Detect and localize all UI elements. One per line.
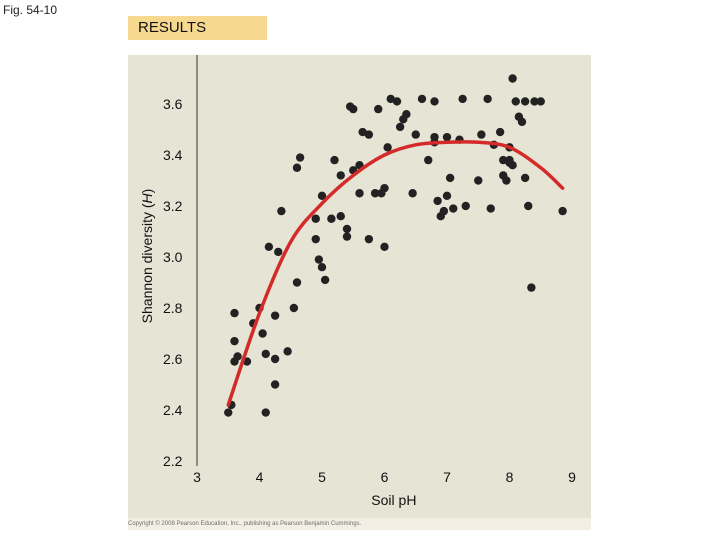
y-axis-title: Shannon diversity (H) [139, 189, 155, 324]
data-point [530, 97, 539, 106]
data-point [233, 352, 242, 361]
data-point [283, 347, 292, 356]
data-point [483, 94, 492, 104]
results-tag: RESULTS [128, 16, 267, 40]
data-point [495, 127, 505, 137]
data-point [449, 204, 458, 213]
data-point [474, 176, 483, 185]
data-point [311, 234, 320, 244]
data-point [336, 212, 345, 221]
data-point [430, 132, 439, 142]
data-point [524, 201, 533, 211]
data-point [411, 130, 420, 139]
data-point [311, 214, 320, 223]
data-point [317, 263, 327, 272]
y-tick-label: 3.6 [163, 96, 183, 112]
x-tick-label: 3 [193, 469, 201, 485]
data-point [261, 408, 270, 417]
data-point [336, 171, 345, 180]
data-point [517, 117, 527, 127]
data-point [364, 234, 374, 244]
y-tick-label: 2.4 [163, 402, 183, 418]
data-point [486, 204, 495, 213]
x-tick-label: 8 [506, 469, 514, 485]
x-tick-label: 6 [381, 469, 389, 485]
data-point [558, 206, 567, 216]
x-tick-label: 4 [256, 469, 264, 485]
data-point [342, 232, 352, 241]
data-point [380, 242, 389, 251]
data-point [536, 97, 545, 106]
y-tick-label: 2.2 [163, 453, 183, 469]
data-point [511, 97, 520, 106]
data-point [430, 97, 439, 106]
data-point [508, 74, 517, 83]
data-point [445, 173, 455, 183]
data-point [355, 189, 364, 198]
figure-label: Fig. 54-10 [3, 3, 58, 17]
data-point [461, 201, 470, 211]
data-point [502, 176, 511, 185]
data-point [292, 278, 302, 287]
data-point [230, 336, 239, 346]
data-point [317, 191, 327, 200]
data-point [408, 189, 417, 198]
data-point [424, 155, 433, 165]
data-point [274, 247, 283, 257]
data-point [402, 110, 411, 119]
data-point [364, 130, 374, 139]
x-tick-label: 5 [318, 469, 326, 485]
data-point [520, 173, 530, 183]
data-point [258, 329, 267, 338]
copyright-footer [128, 518, 591, 530]
data-point [374, 104, 383, 114]
x-tick-label: 7 [443, 469, 451, 485]
data-point [477, 130, 486, 139]
data-point [264, 242, 274, 251]
data-point [442, 191, 452, 200]
data-point [327, 214, 336, 223]
data-point [270, 311, 280, 320]
data-point [433, 196, 442, 206]
data-point [439, 206, 449, 216]
data-point [349, 104, 358, 114]
data-point [330, 155, 339, 165]
y-tick-label: 2.6 [163, 351, 183, 367]
data-point [295, 153, 305, 162]
data-point [289, 303, 299, 313]
data-points [224, 74, 567, 417]
data-point [342, 224, 352, 234]
data-point [270, 380, 280, 389]
x-axis-title: Soil pH [371, 492, 416, 508]
y-tick-labels: 2.2 2.4 2.6 2.8 3.0 3.2 3.4 3.6 [163, 96, 183, 469]
data-point [320, 275, 330, 285]
data-point [261, 349, 270, 359]
data-point [395, 122, 405, 132]
data-point [442, 132, 452, 142]
y-tick-label: 2.8 [163, 300, 183, 316]
y-tick-label: 3.4 [163, 147, 183, 163]
x-tick-label: 9 [568, 469, 576, 485]
data-point [458, 94, 467, 104]
data-point [292, 163, 302, 172]
data-point [314, 255, 324, 264]
data-point [380, 183, 389, 193]
data-point [270, 354, 280, 364]
fitted-curve [226, 140, 565, 407]
data-point [392, 97, 402, 106]
data-point [277, 206, 286, 216]
copyright-text: Copyright © 2008 Pearson Education, Inc.… [128, 521, 362, 527]
data-point [370, 189, 380, 198]
data-point [508, 161, 517, 170]
x-tick-labels: 3 4 5 6 7 8 9 [193, 469, 576, 485]
data-point [230, 308, 239, 318]
data-point [224, 408, 233, 417]
data-point [520, 97, 530, 106]
data-point [417, 94, 427, 104]
data-point [527, 283, 536, 292]
y-tick-label: 3.0 [163, 249, 183, 265]
data-point [383, 143, 392, 152]
y-tick-label: 3.2 [163, 198, 183, 214]
